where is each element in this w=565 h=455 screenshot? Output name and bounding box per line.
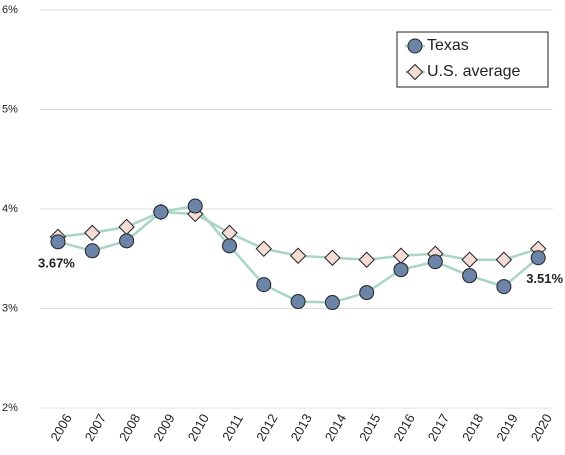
data-point [324,295,340,311]
x-tick-label: 2012 [253,411,280,444]
data-point [393,262,409,278]
data-label: 3.51% [526,271,563,286]
legend-marker [407,38,423,54]
data-point [119,233,135,249]
x-tick-label: 2016 [390,411,417,444]
y-tick-label: 4% [2,203,18,215]
data-point [358,251,375,268]
x-tick-label: 2018 [459,411,486,444]
data-point [290,294,306,310]
x-tick-label: 2013 [287,411,314,444]
y-tick-label: 3% [2,302,18,314]
legend-label: U.S. average [427,63,520,80]
data-point [118,218,135,236]
legend-box [396,31,549,88]
x-tick-label: 2007 [82,411,109,444]
data-point [359,285,375,301]
data-point [530,250,546,266]
data-point [462,268,478,284]
x-tick-label: 2010 [185,411,212,444]
data-point [255,240,273,258]
legend-label: Texas [427,37,469,54]
data-point [50,234,66,250]
x-tick-label: 2009 [150,411,177,444]
y-tick-label: 5% [2,103,18,115]
x-tick-label: 2008 [116,411,143,444]
data-point [84,243,100,259]
y-tick-label: 2% [2,402,18,414]
x-tick-label: 2006 [47,411,74,444]
x-tick-label: 2014 [322,411,349,444]
data-point [461,251,478,268]
y-tick-label: 6% [2,4,18,16]
data-label: 3.67% [38,255,75,270]
data-point [324,249,341,266]
data-point [496,279,512,295]
data-point [256,277,272,293]
data-point [84,224,101,242]
data-point [222,238,237,254]
data-point [153,204,169,220]
data-point [392,247,410,264]
x-tick-label: 2017 [425,411,452,444]
data-point [495,251,513,268]
x-tick-label: 2015 [356,411,383,444]
data-point [289,247,307,264]
x-tick-label: 2019 [493,411,520,444]
data-point [187,198,203,214]
x-tick-label: 2011 [219,412,246,444]
legend-marker [406,63,424,81]
data-point [427,254,443,270]
x-tick-label: 2020 [528,411,555,444]
